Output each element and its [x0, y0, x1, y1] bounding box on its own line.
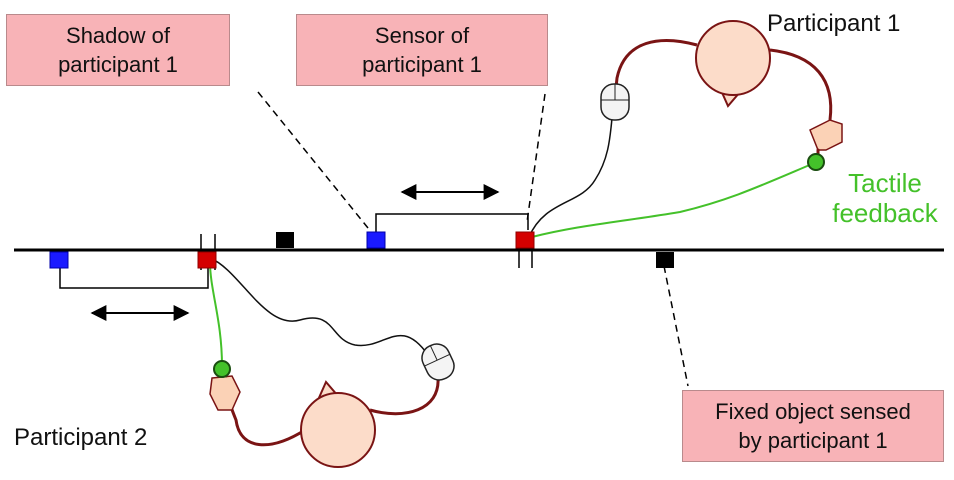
tactile-label-line-2: feedback [832, 198, 938, 228]
mouse-icon-participant-2 [421, 343, 455, 381]
fixed-object-participant-1 [656, 252, 674, 268]
callout-sensor-line-2: participant 1 [362, 52, 482, 77]
tactile-label-line-1: Tactile [848, 168, 922, 198]
callout-fixed-line-2: by participant 1 [738, 428, 888, 453]
callout-fixed-line-1: Fixed object sensed [715, 399, 911, 424]
mouse-cable-participant-1 [528, 117, 613, 238]
arm-participant-1-finger [769, 48, 833, 121]
leader-sensor [526, 93, 546, 223]
arm-participant-2-mouse [369, 377, 440, 416]
sensor-of-participant-1 [515, 231, 535, 249]
callout-sensor-of-participant-1: Sensor of participant 1 [296, 14, 548, 86]
tactile-stimulator-participant-2 [213, 360, 231, 378]
shadow-of-participant-1 [366, 231, 386, 249]
callout-shadow-of-participant-1: Shadow of participant 1 [6, 14, 230, 86]
mouse-icon-participant-1 [600, 83, 630, 121]
participant-1-label: Participant 1 [767, 10, 901, 37]
tactile-feedback-label: Tactile feedback [820, 168, 950, 228]
leader-shadow [257, 91, 369, 229]
tactile-line-participant-2 [209, 261, 223, 367]
tactile-stimulator-participant-1 [807, 153, 825, 171]
mouse-cable-participant-2 [209, 257, 429, 356]
tactile-line-participant-1 [531, 163, 813, 238]
fixed-object-participant-2 [276, 232, 294, 248]
sensor-of-participant-2 [197, 251, 217, 269]
arm-participant-1-mouse [614, 39, 698, 89]
callout-shadow-line-1: Shadow of [66, 23, 170, 48]
bracket-participant-2 [59, 262, 209, 289]
head-participant-1 [695, 20, 771, 108]
head-participant-2 [300, 380, 376, 468]
leader-fixed-object [663, 265, 689, 387]
callout-shadow-line-2: participant 1 [58, 52, 178, 77]
shadow-of-participant-2 [49, 251, 69, 269]
hand-icon-participant-1 [809, 119, 843, 160]
bracket-participant-1 [375, 213, 529, 240]
callout-sensor-line-1: Sensor of [374, 23, 470, 48]
arm-participant-2-finger [227, 397, 306, 447]
participant-2-label: Participant 2 [14, 424, 148, 451]
callout-fixed-object: Fixed object sensed by participant 1 [682, 390, 944, 462]
